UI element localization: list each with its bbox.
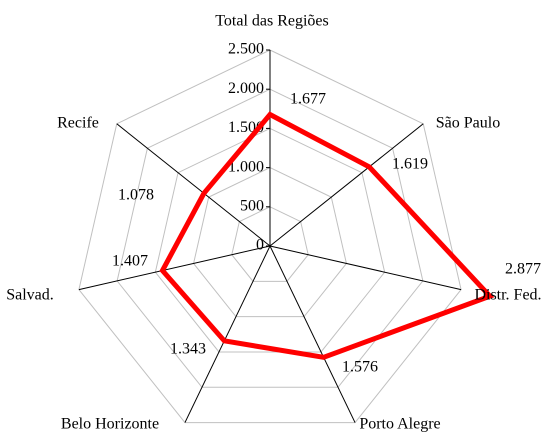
spoke [78,245,271,291]
value-label: 1.619 [392,156,428,173]
tick-label: 2.000 [228,80,264,97]
tick-label: 500 [240,197,264,214]
spoke [184,245,271,423]
category-label: São Paulo [436,115,500,132]
spoke [116,123,271,247]
value-label: 1.677 [290,91,326,108]
spoke [269,245,356,423]
category-label: Salvad. [6,287,54,304]
grid-ring [193,167,347,318]
spoke [269,245,462,291]
grid-ring [116,88,424,388]
tick-label: 1.000 [228,158,264,175]
category-label: Recife [57,115,99,132]
grid-ring [231,206,309,282]
category-label: Belo Horizonte [61,416,159,433]
spoke [269,123,424,247]
series-line [159,111,495,360]
category-label: Distr. Fed. [474,287,541,304]
grid-ring [78,49,462,424]
value-label: 1.078 [118,187,154,204]
tick-label: 0 [256,237,264,254]
value-label: 1.343 [170,341,206,358]
category-label: Total das Regiões [215,13,329,30]
tick-label: 2.500 [228,41,264,58]
category-label: Porto Alegre [359,416,440,433]
value-label: 2.877 [505,261,541,278]
value-label: 1.407 [112,253,148,270]
value-label: 1.576 [342,359,378,376]
grid-ring [154,127,386,353]
